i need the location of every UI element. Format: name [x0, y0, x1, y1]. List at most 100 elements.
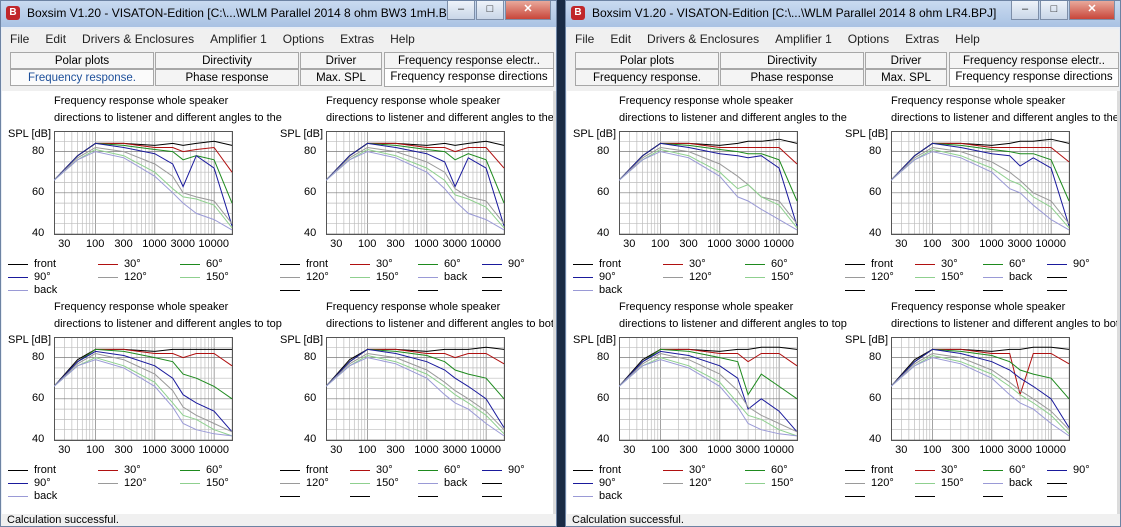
tab-frequency-response-electr[interactable]: Frequency response electr..	[949, 52, 1119, 69]
title-bar: B Boxsim V1.20 - VISATON-Edition [C:\...\…	[566, 1, 1120, 27]
x-tick-label: 30	[330, 238, 343, 250]
maximize-button[interactable]: □	[1040, 1, 1068, 20]
legend-label: 60°	[771, 258, 788, 270]
legend-swatch	[573, 289, 593, 291]
legend-label: 60°	[1009, 258, 1026, 270]
legend-label: 120°	[689, 271, 712, 283]
tab-polar-plots[interactable]: Polar plots	[10, 52, 154, 69]
x-tick-label: 300	[386, 238, 405, 250]
vertical-scrollbar[interactable]	[1117, 91, 1120, 514]
menu-options[interactable]: Options	[847, 32, 890, 46]
menu-extras[interactable]: Extras	[340, 32, 375, 46]
menu-amplifier-1[interactable]: Amplifier 1	[775, 32, 832, 46]
legend-swatch	[280, 482, 300, 484]
x-tick-label: 300	[951, 238, 970, 250]
x-tick-label: 30	[58, 444, 71, 456]
legend-swatch	[663, 276, 683, 278]
tab-max-spl[interactable]: Max. SPL	[300, 69, 382, 86]
legend-swatch	[8, 495, 28, 497]
menu-edit[interactable]: Edit	[45, 32, 67, 46]
y-tick-label: 40	[32, 227, 45, 239]
tab-frequency-response[interactable]: Frequency response.	[575, 69, 719, 86]
series-line-back	[619, 359, 798, 437]
legend-label: 30°	[689, 258, 706, 270]
legend-swatch	[573, 263, 593, 265]
minimize-button[interactable]: –	[447, 1, 475, 20]
legend-swatch	[98, 276, 118, 278]
legend-item: 30°	[915, 464, 958, 476]
plot-grid	[326, 337, 505, 441]
x-tick-label: 10000	[198, 444, 229, 456]
menu-help[interactable]: Help	[955, 32, 980, 46]
tab-frequency-response-electr[interactable]: Frequency response electr..	[384, 52, 554, 69]
y-tick-label: 60	[597, 185, 610, 198]
x-tick-label: 1000	[979, 444, 1004, 456]
legend-swatch	[915, 482, 935, 484]
tab-phase-response[interactable]: Phase response	[155, 69, 299, 86]
x-tick-label: 1000	[414, 444, 439, 456]
legend-label: back	[34, 490, 58, 502]
chart-panel: Frequency response whole speaker directio…	[567, 91, 847, 299]
legend-item: 90°	[1047, 464, 1090, 476]
tab-frequency-response-directions[interactable]: Frequency response directions	[384, 68, 554, 87]
tab-directivity[interactable]: Directivity	[155, 52, 299, 69]
tab-polar-plots[interactable]: Polar plots	[575, 52, 719, 69]
y-tick-label: 40	[869, 433, 882, 445]
maximize-button[interactable]: □	[476, 1, 504, 20]
legend-item: 60°	[180, 258, 223, 270]
menu-drivers-enclosures[interactable]: Drivers & Enclosures	[82, 32, 195, 46]
plot-frame	[54, 131, 233, 235]
menu-options[interactable]: Options	[282, 32, 325, 46]
minimize-button[interactable]: –	[1011, 1, 1039, 20]
tab-frequency-response[interactable]: Frequency response.	[10, 69, 154, 86]
x-tick-label: 30	[623, 238, 636, 250]
plot-grid	[891, 337, 1070, 441]
legend-swatch	[280, 289, 300, 291]
tab-directivity[interactable]: Directivity	[720, 52, 864, 69]
x-tick-label: 300	[386, 444, 405, 456]
menu-amplifier-1[interactable]: Amplifier 1	[210, 32, 267, 46]
close-button[interactable]: ✕	[505, 1, 551, 20]
vertical-scrollbar[interactable]	[553, 91, 556, 514]
status-bar: Calculation successful.	[566, 514, 1120, 526]
legend-swatch	[180, 469, 200, 471]
tab-max-spl[interactable]: Max. SPL	[865, 69, 947, 86]
legend-label: 150°	[206, 271, 229, 283]
close-button[interactable]: ✕	[1069, 1, 1115, 20]
series-line-front	[891, 138, 1070, 181]
x-tick-label: 10000	[763, 444, 794, 456]
menu-file[interactable]: File	[575, 32, 595, 46]
tab-driver[interactable]: Driver	[300, 52, 382, 69]
legend-swatch	[418, 276, 438, 278]
plot-frame	[326, 131, 505, 235]
legend-item	[983, 284, 1009, 296]
chart-subtitle: directions to listener and different ang…	[619, 112, 847, 124]
tab-frequency-response-directions[interactable]: Frequency response directions	[949, 68, 1119, 87]
legend-item: 30°	[350, 258, 393, 270]
x-tick-label: 100	[651, 444, 670, 456]
legend-swatch	[180, 276, 200, 278]
tab-driver[interactable]: Driver	[865, 52, 947, 69]
menu-edit[interactable]: Edit	[610, 32, 632, 46]
legend-swatch	[8, 289, 28, 291]
legend-swatch	[573, 495, 593, 497]
chart-panel: Frequency response whole speaker directio…	[2, 91, 282, 299]
window-controls: – □ ✕	[1010, 1, 1115, 21]
legend-item: 120°	[845, 271, 894, 283]
chart-subtitle: directions to listener and different ang…	[891, 112, 1119, 124]
menu-extras[interactable]: Extras	[905, 32, 940, 46]
legend-item	[1047, 477, 1073, 489]
chart-panel: Frequency response whole speaker directio…	[567, 297, 847, 505]
legend-item	[482, 477, 508, 489]
y-tick-label: 80	[597, 350, 610, 363]
tab-phase-response[interactable]: Phase response	[720, 69, 864, 86]
app-window-1: B Boxsim V1.20 - VISATON-Edition [C:\...\…	[0, 0, 557, 527]
menu-file[interactable]: File	[10, 32, 30, 46]
menu-help[interactable]: Help	[390, 32, 415, 46]
x-tick-label: 10000	[198, 238, 229, 250]
y-axis-label: SPL [dB]	[8, 334, 52, 346]
legend-swatch	[983, 482, 1003, 484]
menu-drivers-enclosures[interactable]: Drivers & Enclosures	[647, 32, 760, 46]
legend-label: 120°	[306, 477, 329, 489]
legend-swatch	[350, 263, 370, 265]
